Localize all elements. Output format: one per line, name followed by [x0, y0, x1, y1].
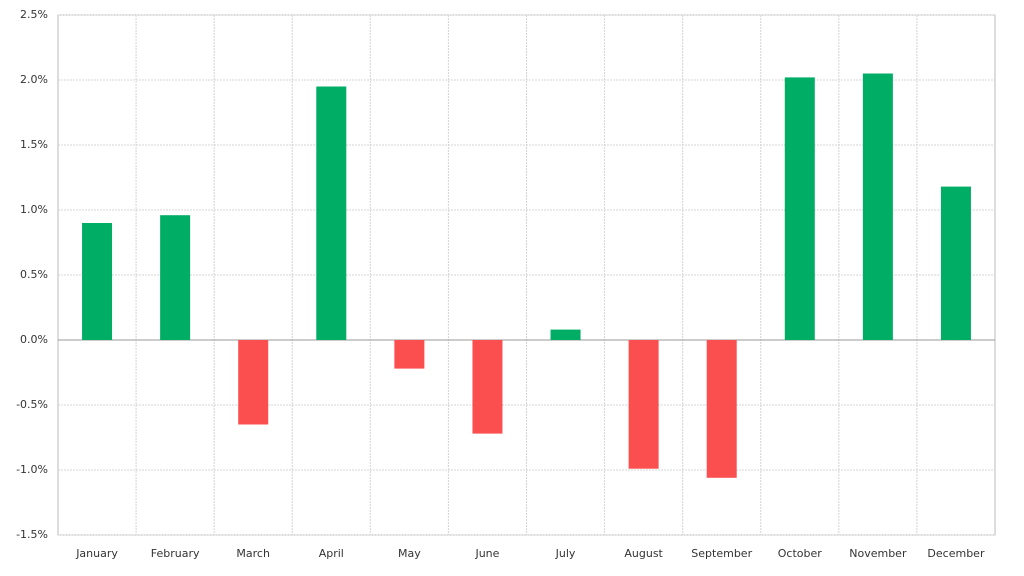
y-tick-label: 2.0% [20, 73, 48, 86]
bar [472, 340, 503, 434]
x-tick-label: August [624, 547, 663, 560]
x-tick-label: May [398, 547, 421, 560]
x-tick-label: December [927, 547, 985, 560]
x-tick-label: October [778, 547, 822, 560]
bar [238, 340, 269, 425]
bar [550, 329, 581, 340]
x-tick-label: March [236, 547, 270, 560]
bar [940, 186, 971, 340]
bar [82, 223, 113, 340]
bar [706, 340, 737, 478]
x-tick-label: January [75, 547, 118, 560]
x-tick-label: June [474, 547, 499, 560]
bar [784, 77, 815, 341]
bar [862, 73, 893, 340]
x-tick-label: November [849, 547, 907, 560]
bar [316, 86, 347, 340]
y-tick-label: -1.5% [16, 528, 48, 541]
x-tick-label: April [319, 547, 344, 560]
y-tick-label: 2.5% [20, 8, 48, 21]
x-tick-label: September [691, 547, 752, 560]
x-tick-label: February [151, 547, 200, 560]
bar [160, 215, 191, 340]
y-tick-label: -1.0% [16, 463, 48, 476]
bar [394, 340, 425, 369]
y-tick-label: 1.5% [20, 138, 48, 151]
bar [628, 340, 659, 469]
y-tick-label: 0.0% [20, 333, 48, 346]
y-tick-label: 0.5% [20, 268, 48, 281]
y-tick-label: -0.5% [16, 398, 48, 411]
x-tick-label: July [555, 547, 576, 560]
y-tick-label: 1.0% [20, 203, 48, 216]
